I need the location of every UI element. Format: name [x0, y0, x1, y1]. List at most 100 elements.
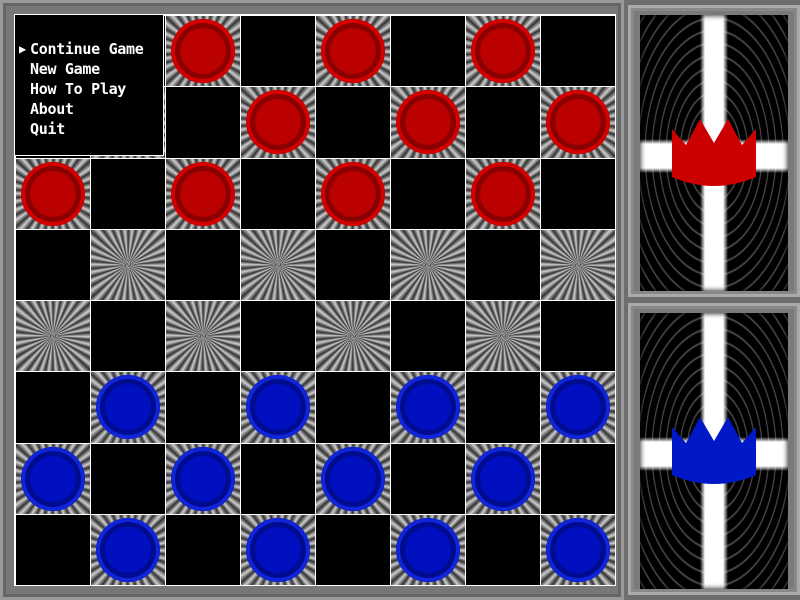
board-square[interactable] — [240, 442, 316, 515]
blue-crown-icon — [672, 417, 756, 484]
board-square[interactable] — [90, 442, 166, 515]
board-square[interactable] — [540, 371, 616, 444]
red-checker-piece[interactable] — [396, 90, 460, 155]
menu-item-continue-game[interactable]: ▶ Continue Game — [15, 39, 163, 59]
board-square[interactable] — [390, 513, 466, 586]
board-square[interactable] — [240, 15, 316, 88]
board-square[interactable] — [390, 15, 466, 88]
blue-player-panel — [628, 303, 800, 595]
board-square[interactable] — [315, 442, 391, 515]
board-square[interactable] — [465, 15, 541, 88]
board-square[interactable] — [465, 157, 541, 230]
red-checker-piece[interactable] — [171, 161, 235, 226]
board-square[interactable] — [165, 442, 241, 515]
blue-checker-piece[interactable] — [171, 446, 235, 511]
board-square[interactable] — [540, 228, 616, 301]
board-square[interactable] — [315, 157, 391, 230]
red-checker-piece[interactable] — [321, 19, 385, 84]
blue-checker-piece[interactable] — [246, 517, 310, 582]
board-square[interactable] — [240, 228, 316, 301]
board-square[interactable] — [15, 513, 91, 586]
board-square[interactable] — [165, 86, 241, 159]
board-square[interactable] — [315, 371, 391, 444]
board-square[interactable] — [165, 371, 241, 444]
red-checker-piece[interactable] — [471, 19, 535, 84]
board-square[interactable] — [390, 228, 466, 301]
board-square[interactable] — [315, 300, 391, 373]
menu-item-label: Continue Game — [30, 40, 144, 58]
blue-checker-piece[interactable] — [246, 375, 310, 440]
board-square[interactable] — [315, 513, 391, 586]
board-square[interactable] — [15, 371, 91, 444]
board-square[interactable] — [90, 228, 166, 301]
board-square[interactable] — [240, 371, 316, 444]
menu-item-new-game[interactable]: New Game — [15, 59, 163, 79]
board-square[interactable] — [90, 513, 166, 586]
blue-checker-piece[interactable] — [96, 517, 160, 582]
board-square[interactable] — [240, 157, 316, 230]
board-square[interactable] — [390, 300, 466, 373]
menu-item-label: New Game — [30, 60, 100, 78]
checkers-board[interactable] — [14, 14, 616, 586]
blue-checker-piece[interactable] — [546, 517, 610, 582]
blue-checker-piece[interactable] — [321, 446, 385, 511]
board-square[interactable] — [90, 300, 166, 373]
menu-item-label: About — [30, 100, 74, 118]
blue-checker-piece[interactable] — [471, 446, 535, 511]
panel-background — [640, 313, 788, 589]
board-square[interactable] — [240, 86, 316, 159]
board-square[interactable] — [465, 300, 541, 373]
board-square[interactable] — [465, 513, 541, 586]
menu-item-how-to-play[interactable]: How To Play — [15, 79, 163, 99]
board-square[interactable] — [15, 300, 91, 373]
board-square[interactable] — [15, 442, 91, 515]
board-square[interactable] — [165, 300, 241, 373]
selection-arrow-icon: ▶ — [19, 42, 26, 56]
board-square[interactable] — [390, 86, 466, 159]
red-checker-piece[interactable] — [246, 90, 310, 155]
board-square[interactable] — [90, 371, 166, 444]
menu-item-label: How To Play — [30, 80, 127, 98]
menu-item-about[interactable]: About — [15, 99, 163, 119]
board-square[interactable] — [465, 442, 541, 515]
board-square[interactable] — [315, 228, 391, 301]
blue-checker-piece[interactable] — [396, 517, 460, 582]
board-square[interactable] — [165, 15, 241, 88]
blue-checker-piece[interactable] — [396, 375, 460, 440]
red-checker-piece[interactable] — [321, 161, 385, 226]
board-square[interactable] — [540, 300, 616, 373]
board-square[interactable] — [465, 371, 541, 444]
board-square[interactable] — [540, 86, 616, 159]
board-square[interactable] — [390, 371, 466, 444]
menu-item-label: Quit — [30, 120, 65, 138]
board-square[interactable] — [465, 228, 541, 301]
board-square[interactable] — [390, 442, 466, 515]
red-checker-piece[interactable] — [21, 161, 85, 226]
board-square[interactable] — [165, 228, 241, 301]
board-square[interactable] — [465, 86, 541, 159]
board-frame: ▶ Continue Game New Game How To Play Abou… — [14, 14, 616, 586]
blue-checker-piece[interactable] — [96, 375, 160, 440]
board-square[interactable] — [540, 442, 616, 515]
red-checker-piece[interactable] — [471, 161, 535, 226]
board-square[interactable] — [165, 513, 241, 586]
board-square[interactable] — [165, 157, 241, 230]
board-square[interactable] — [315, 15, 391, 88]
board-square[interactable] — [15, 157, 91, 230]
board-square[interactable] — [90, 157, 166, 230]
red-crown-icon — [672, 119, 756, 186]
board-square[interactable] — [540, 157, 616, 230]
board-square[interactable] — [240, 513, 316, 586]
blue-checker-piece[interactable] — [21, 446, 85, 511]
board-square[interactable] — [540, 513, 616, 586]
board-square[interactable] — [390, 157, 466, 230]
blue-checker-piece[interactable] — [546, 375, 610, 440]
red-checker-piece[interactable] — [546, 90, 610, 155]
board-square[interactable] — [240, 300, 316, 373]
board-square[interactable] — [540, 15, 616, 88]
main-menu: ▶ Continue Game New Game How To Play Abou… — [15, 15, 164, 156]
red-checker-piece[interactable] — [171, 19, 235, 84]
board-square[interactable] — [15, 228, 91, 301]
board-square[interactable] — [315, 86, 391, 159]
menu-item-quit[interactable]: Quit — [15, 119, 163, 139]
